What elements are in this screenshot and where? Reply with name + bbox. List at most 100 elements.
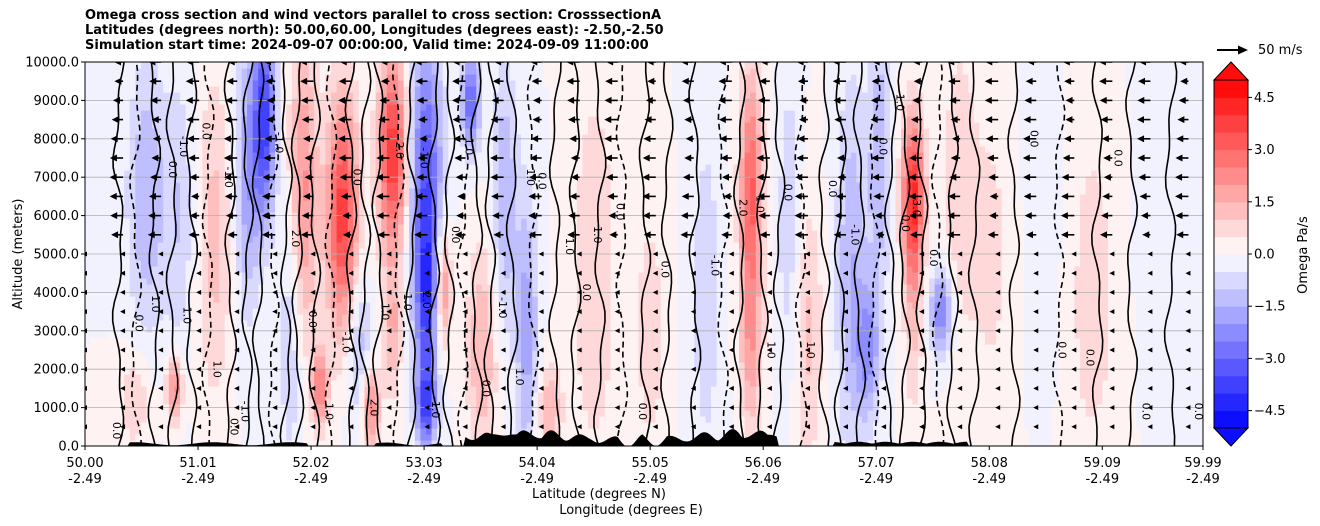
field-cell <box>481 80 489 87</box>
field-cell <box>124 386 131 393</box>
field-cell <box>129 248 136 255</box>
field-cell <box>319 320 326 327</box>
field-cell <box>101 428 108 435</box>
field-cell <box>336 284 343 291</box>
field-cell <box>202 80 209 87</box>
field-cell <box>112 86 120 93</box>
field-cell <box>112 368 120 375</box>
field-cell <box>174 356 181 363</box>
field-cell <box>258 314 265 321</box>
field-cell <box>90 278 97 285</box>
field-cell <box>370 158 377 165</box>
field-cell <box>146 224 153 231</box>
field-cell <box>308 338 315 345</box>
field-cell <box>90 224 97 231</box>
field-cell <box>219 152 226 159</box>
field-cell <box>336 128 343 135</box>
field-cell <box>498 104 505 111</box>
field-cell <box>219 302 226 309</box>
field-cell <box>118 248 125 255</box>
field-cell <box>364 350 371 357</box>
field-cell <box>96 296 103 303</box>
field-cell <box>398 272 405 279</box>
field-cell <box>224 362 231 369</box>
field-cell <box>453 326 461 333</box>
field-cell <box>118 392 125 399</box>
field-cell <box>207 98 215 105</box>
field-cell <box>476 320 483 327</box>
field-cell <box>386 164 394 171</box>
field-cell <box>392 260 399 267</box>
field-cell <box>409 374 416 381</box>
field-cell <box>174 152 181 159</box>
field-cell <box>207 386 215 393</box>
field-cell <box>364 278 371 285</box>
field-cell <box>342 242 349 249</box>
field-cell <box>381 206 388 213</box>
field-cell <box>263 392 271 399</box>
field-cell <box>252 182 259 189</box>
field-cell <box>101 218 108 225</box>
field-cell <box>107 416 114 423</box>
field-cell <box>275 164 282 171</box>
field-cell <box>174 224 181 231</box>
field-cell <box>241 362 248 369</box>
field-cell <box>269 218 276 225</box>
field-cell <box>107 248 114 255</box>
field-cell <box>124 368 131 375</box>
field-cell <box>498 140 505 147</box>
field-cell <box>140 428 148 435</box>
field-cell <box>101 92 108 99</box>
field-cell <box>308 428 315 435</box>
field-cell <box>185 434 192 441</box>
field-cell <box>168 152 176 159</box>
field-cell <box>437 170 444 177</box>
field-cell <box>386 338 394 345</box>
field-cell <box>107 182 114 189</box>
field-cell <box>118 230 125 237</box>
field-cell <box>308 290 315 297</box>
field-cell <box>112 170 120 177</box>
field-cell <box>219 326 226 333</box>
field-cell <box>241 248 248 255</box>
field-cell <box>437 104 444 111</box>
field-cell <box>101 338 108 345</box>
field-cell <box>163 422 170 429</box>
field-cell <box>370 86 377 93</box>
field-cell <box>90 80 97 87</box>
field-cell <box>275 110 282 117</box>
field-cell <box>213 362 220 369</box>
field-cell <box>425 374 433 381</box>
field-cell <box>420 398 427 405</box>
field-cell <box>308 110 315 117</box>
field-cell <box>202 98 209 105</box>
field-cell <box>90 206 97 213</box>
field-cell <box>330 230 338 237</box>
field-cell <box>403 386 410 393</box>
field-cell <box>476 356 483 363</box>
field-cell <box>381 122 388 129</box>
field-cell <box>196 152 203 159</box>
field-cell <box>124 92 131 99</box>
field-cell <box>297 176 304 183</box>
field-cell <box>118 326 125 333</box>
field-cell <box>258 392 265 399</box>
field-cell <box>140 86 148 93</box>
field-cell <box>303 356 310 363</box>
field-cell <box>453 314 461 321</box>
field-cell <box>191 242 198 249</box>
field-cell <box>230 434 237 441</box>
field-cell <box>325 98 332 105</box>
field-cell <box>191 320 198 327</box>
field-cell <box>235 284 243 291</box>
field-cell <box>330 236 338 243</box>
field-cell <box>146 128 153 135</box>
field-cell <box>403 194 410 201</box>
field-cell <box>174 320 181 327</box>
field-cell <box>437 86 444 93</box>
field-cell <box>140 386 148 393</box>
field-cell <box>342 284 349 291</box>
field-cell <box>498 86 505 93</box>
field-cell <box>152 152 159 159</box>
field-cell <box>196 146 203 153</box>
